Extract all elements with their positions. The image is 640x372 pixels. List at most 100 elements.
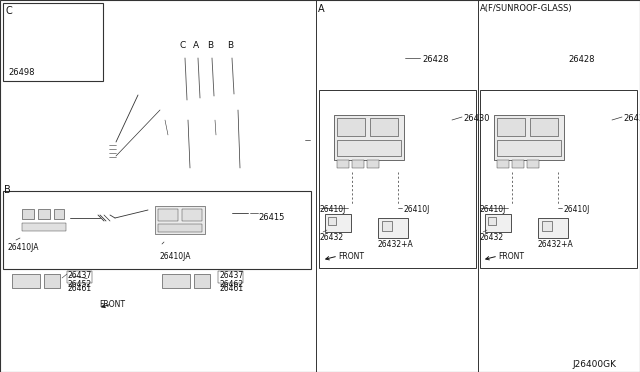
Circle shape — [271, 156, 285, 170]
Text: 26432+A: 26432+A — [378, 240, 413, 249]
Polygon shape — [8, 264, 69, 270]
Bar — [485, 214, 511, 232]
Circle shape — [18, 36, 22, 40]
Text: 26410JA: 26410JA — [8, 243, 40, 252]
Text: 26452: 26452 — [68, 280, 92, 289]
Polygon shape — [150, 87, 246, 122]
Polygon shape — [213, 264, 219, 292]
Bar — [538, 218, 568, 238]
Bar — [12, 274, 40, 288]
Circle shape — [349, 20, 355, 26]
Bar — [67, 271, 92, 283]
Polygon shape — [70, 197, 78, 235]
Polygon shape — [330, 100, 455, 112]
Text: 26432: 26432 — [320, 233, 344, 242]
Text: 26410JA: 26410JA — [160, 252, 191, 261]
Bar — [497, 118, 525, 136]
Text: FRONT: FRONT — [338, 252, 364, 261]
Polygon shape — [145, 200, 222, 240]
Bar — [44, 274, 60, 288]
Text: 26461: 26461 — [68, 284, 92, 293]
Polygon shape — [482, 100, 615, 172]
Circle shape — [265, 150, 291, 176]
Polygon shape — [215, 204, 232, 222]
Polygon shape — [158, 295, 210, 308]
Polygon shape — [489, 22, 576, 74]
Bar — [325, 214, 351, 232]
Text: 26410J: 26410J — [320, 205, 346, 214]
Bar — [378, 218, 408, 238]
Text: 26461: 26461 — [220, 284, 244, 293]
Bar — [182, 209, 202, 221]
Bar — [367, 160, 379, 168]
Text: B: B — [207, 41, 213, 50]
Text: 26432+A: 26432+A — [538, 240, 573, 249]
Bar — [530, 118, 558, 136]
Text: B: B — [227, 41, 233, 50]
Polygon shape — [18, 197, 78, 205]
Polygon shape — [140, 87, 280, 135]
Bar — [337, 118, 365, 136]
Bar — [527, 160, 539, 168]
Text: 26410J: 26410J — [480, 205, 506, 214]
Bar — [382, 221, 392, 231]
Polygon shape — [63, 264, 69, 292]
Bar — [328, 217, 336, 225]
Text: J26400GK: J26400GK — [572, 360, 616, 369]
Polygon shape — [158, 264, 219, 270]
Text: 26462: 26462 — [220, 280, 244, 289]
Bar — [162, 274, 190, 288]
Bar — [512, 160, 524, 168]
Polygon shape — [328, 22, 415, 74]
Polygon shape — [16, 30, 26, 46]
Bar — [319, 90, 476, 268]
Text: 26432: 26432 — [480, 233, 504, 242]
Polygon shape — [322, 100, 455, 172]
Circle shape — [387, 21, 393, 27]
Text: 26410J: 26410J — [403, 205, 429, 214]
Circle shape — [133, 161, 147, 175]
Text: A: A — [193, 41, 199, 50]
Circle shape — [508, 204, 516, 212]
Polygon shape — [18, 205, 70, 235]
Text: 26498: 26498 — [9, 68, 35, 77]
Text: B: B — [4, 185, 11, 195]
Polygon shape — [8, 295, 60, 308]
Bar — [158, 209, 178, 221]
Bar — [22, 223, 66, 231]
Polygon shape — [140, 108, 172, 135]
Text: A: A — [318, 4, 324, 14]
Text: C: C — [6, 6, 13, 16]
Bar — [488, 217, 496, 225]
Bar — [370, 118, 398, 136]
Circle shape — [126, 154, 154, 182]
Bar — [337, 160, 349, 168]
Text: FRONT: FRONT — [99, 300, 125, 309]
Text: 26428: 26428 — [568, 55, 595, 64]
Circle shape — [394, 204, 402, 212]
Text: FRONT: FRONT — [498, 252, 524, 261]
Bar — [352, 160, 364, 168]
Bar — [480, 90, 637, 268]
Bar — [218, 271, 243, 283]
Polygon shape — [333, 27, 408, 69]
Polygon shape — [500, 32, 558, 64]
Bar — [158, 224, 202, 232]
Bar — [334, 115, 404, 160]
Text: 26415: 26415 — [258, 214, 284, 222]
Circle shape — [23, 237, 29, 243]
Bar — [194, 274, 210, 288]
Text: 26437: 26437 — [68, 271, 92, 280]
Circle shape — [547, 22, 553, 28]
Bar — [542, 221, 552, 231]
Bar — [3, 191, 311, 269]
Text: A(F/SUNROOF-GLASS): A(F/SUNROOF-GLASS) — [480, 4, 573, 13]
Bar — [54, 209, 64, 219]
Circle shape — [158, 244, 166, 252]
Polygon shape — [410, 108, 450, 165]
Polygon shape — [245, 94, 275, 132]
Circle shape — [510, 20, 516, 26]
Text: 26430: 26430 — [623, 114, 640, 123]
Polygon shape — [158, 270, 213, 292]
Polygon shape — [490, 100, 615, 112]
